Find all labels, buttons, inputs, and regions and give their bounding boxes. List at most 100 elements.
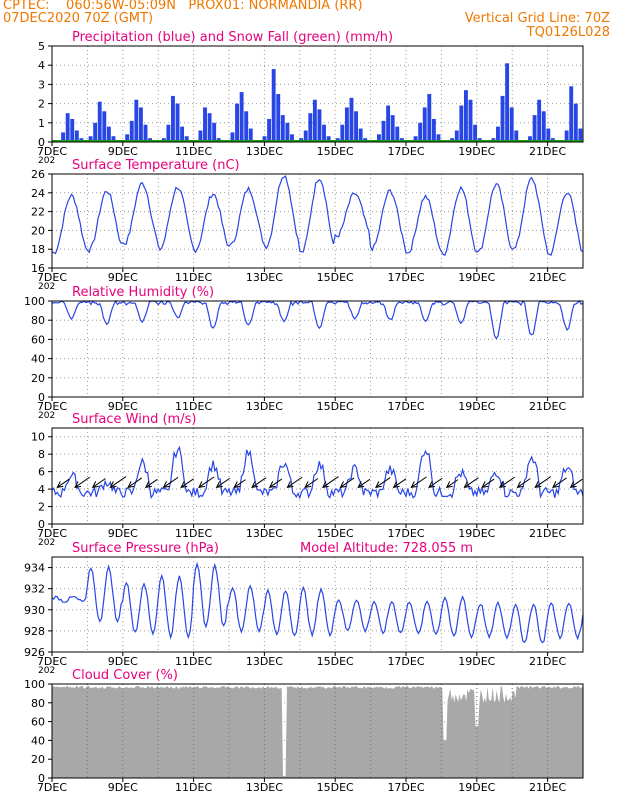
wind-arrow — [127, 477, 143, 488]
y-tick-label: 4 — [38, 483, 45, 496]
run-date: 07DEC2020 70Z (GMT) — [3, 11, 154, 26]
humidity-line — [51, 299, 584, 340]
grid-line-note: Vertical Grid Line: 70Z — [464, 11, 610, 26]
precip-bar — [239, 92, 244, 142]
pressure-line — [51, 561, 584, 644]
x-tick-label: 13DEC — [246, 400, 283, 413]
precip-bar — [509, 107, 514, 142]
y-tick-label: 16 — [31, 262, 45, 275]
wind-arrow — [180, 478, 194, 488]
x-tick-label: 15DEC — [317, 271, 354, 284]
x-tick-label: 11DEC — [175, 271, 212, 284]
precip-bar — [290, 134, 294, 142]
y-tick-label: 0 — [38, 136, 45, 149]
y-tick-label: 0 — [38, 772, 45, 785]
precip-bar — [102, 111, 107, 142]
wind-arrow-head — [304, 481, 312, 489]
precip-bar — [70, 118, 75, 142]
precip-bar — [180, 126, 185, 142]
wind-arrow — [198, 476, 215, 488]
x-tick-label: 9DEC — [108, 527, 138, 540]
precip-bar — [171, 95, 175, 142]
x-tick-label: 13DEC — [246, 145, 283, 158]
panel-frame — [51, 45, 584, 143]
precip-bar — [74, 130, 79, 142]
wind-arrow-head — [286, 481, 294, 489]
x-tick-label: 7DEC — [37, 145, 67, 158]
wind-arrow-head — [392, 481, 400, 489]
x-tick-label: 21DEC — [529, 145, 566, 158]
wind-arrow-head — [180, 481, 188, 489]
x-tick-label: 19DEC — [458, 527, 495, 540]
precip-bar — [276, 94, 281, 142]
wind-arrow — [234, 479, 246, 488]
wind-arrow-head — [144, 481, 152, 489]
precip-bar — [322, 124, 326, 142]
wind-arrow — [357, 478, 371, 488]
precip-bar — [528, 136, 532, 142]
precip-bar — [413, 136, 418, 142]
precip-bar — [230, 132, 235, 142]
panel-title: Surface Temperature (nC) — [72, 158, 240, 173]
wind-arrow-head — [339, 481, 347, 489]
y-tick-label: 100 — [24, 295, 45, 308]
y-tick-label: 934 — [24, 562, 45, 575]
wind-arrow-head — [251, 481, 259, 489]
x-tick-label: 21DEC — [529, 271, 566, 284]
y-tick-label: 20 — [31, 753, 45, 766]
wind-arrow — [570, 478, 583, 488]
precip-bar — [111, 136, 116, 142]
precip-bar — [280, 115, 285, 142]
precip-bar — [303, 130, 308, 142]
wind-arrow — [428, 477, 443, 488]
y-tick-label: 20 — [31, 372, 45, 385]
precip-bar — [125, 134, 130, 142]
wind-arrow-head — [428, 481, 436, 489]
x-tick-label: 21DEC — [529, 527, 566, 540]
wind-arrow-head — [463, 481, 471, 489]
precip-bar — [578, 128, 583, 142]
x-tick-label: 9DEC — [108, 655, 138, 668]
x-tick-label: 15DEC — [317, 781, 354, 794]
x-tick-label: 7DEC — [37, 400, 67, 413]
x-tick-label: 15DEC — [317, 400, 354, 413]
precip-bar — [344, 107, 349, 142]
precip-bar — [207, 113, 212, 142]
wind-arrow — [411, 476, 427, 488]
y-tick-label: 2 — [38, 501, 45, 514]
precip-bar — [390, 115, 395, 142]
x-tick-label: 7DEC — [37, 655, 67, 668]
y-tick-label: 8 — [38, 448, 45, 461]
y-tick-label: 40 — [31, 734, 45, 747]
precip-bar — [496, 126, 500, 142]
wind-arrow — [340, 477, 355, 488]
wind-arrow — [110, 476, 127, 488]
precip-bar — [386, 105, 391, 142]
precip-bar — [381, 120, 386, 142]
x-tick-label: 19DEC — [458, 400, 495, 413]
y-tick-label: 5 — [38, 40, 45, 53]
year-fragment: 202 — [38, 282, 55, 292]
precip-bar — [65, 113, 70, 142]
x-tick-label: 21DEC — [529, 781, 566, 794]
precip-bar — [267, 118, 272, 142]
precip-bar — [564, 130, 569, 142]
year-fragment: 202 — [38, 666, 55, 676]
precip-bar — [134, 99, 139, 142]
model-code: TQ0126L028 — [526, 25, 610, 40]
panel-frame — [51, 427, 584, 525]
x-tick-label: 17DEC — [387, 271, 424, 284]
x-tick-label: 15DEC — [317, 527, 354, 540]
y-tick-label: 2 — [38, 98, 45, 111]
panel-title: Surface Wind (m/s) — [72, 412, 196, 427]
y-tick-label: 20 — [31, 224, 45, 237]
precip-bar — [138, 107, 143, 142]
precip-bar — [317, 109, 322, 142]
precip-bar — [235, 103, 239, 142]
wind-arrow-head — [109, 481, 117, 489]
precip-bar — [143, 124, 148, 142]
precip-bar — [569, 86, 574, 142]
y-tick-label: 928 — [24, 625, 45, 638]
panel-frame — [51, 556, 584, 653]
wind-arrow-head — [127, 481, 135, 489]
